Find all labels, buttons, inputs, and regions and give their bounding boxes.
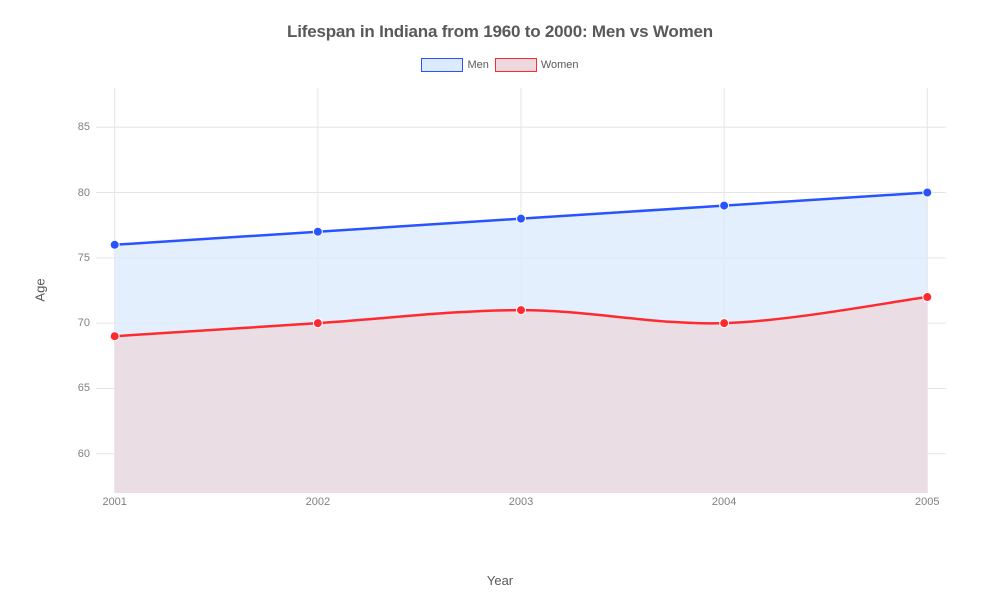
legend-swatch-women (495, 58, 537, 72)
y-tick: 65 (78, 382, 90, 394)
x-tick: 2004 (712, 496, 736, 508)
y-tick: 60 (78, 448, 90, 460)
x-tick: 2001 (102, 496, 126, 508)
plot-wrap: 60 65 70 75 80 85 2001 2002 2003 2004 2005 (71, 88, 946, 518)
chart-container: Lifespan in Indiana from 1960 to 2000: M… (0, 0, 1000, 600)
x-tick: 2003 (509, 496, 533, 508)
plot-area (96, 88, 946, 493)
legend-label-men: Men (467, 59, 488, 71)
x-axis-label: Year (487, 573, 513, 588)
chart-title: Lifespan in Indiana from 1960 to 2000: M… (0, 0, 1000, 42)
legend: Men Women (0, 58, 1000, 72)
y-tick: 85 (78, 121, 90, 133)
legend-item-women: Women (495, 58, 579, 72)
plot-svg (96, 88, 946, 493)
y-tick: 70 (78, 317, 90, 329)
y-tick: 80 (78, 187, 90, 199)
x-tick: 2002 (306, 496, 330, 508)
y-axis-label: Age (33, 278, 48, 301)
legend-item-men: Men (421, 58, 488, 72)
legend-swatch-men (421, 58, 463, 72)
x-tick: 2005 (915, 496, 939, 508)
y-tick: 75 (78, 252, 90, 264)
y-axis: 60 65 70 75 80 85 (71, 88, 96, 493)
x-axis: 2001 2002 2003 2004 2005 (96, 496, 946, 516)
legend-label-women: Women (541, 59, 579, 71)
